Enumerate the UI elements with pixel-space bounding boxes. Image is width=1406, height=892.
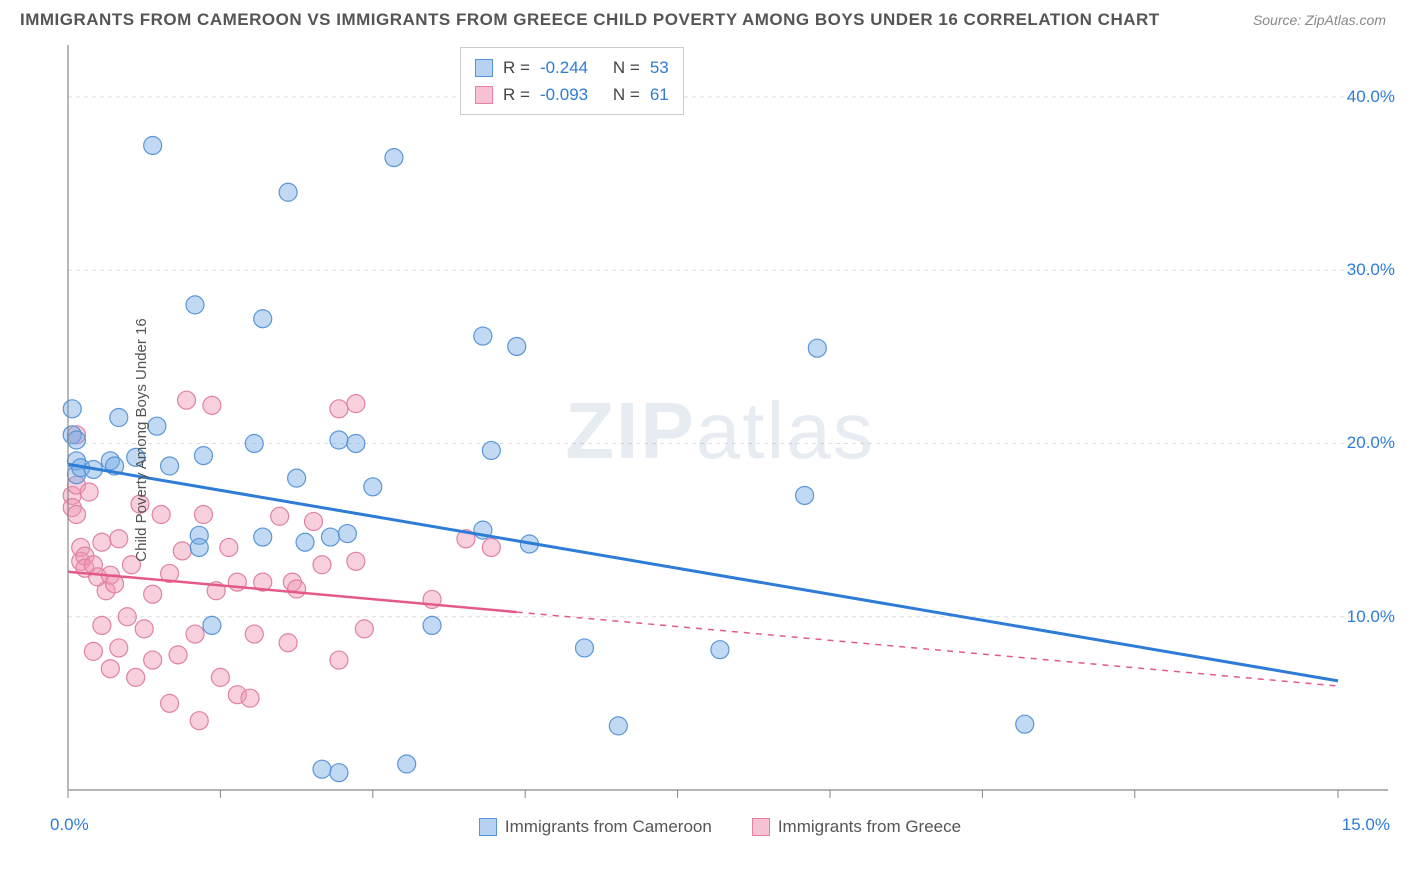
y-tick-label: 10.0% xyxy=(1347,607,1395,627)
swatch-cameroon xyxy=(479,818,497,836)
legend-label: Immigrants from Greece xyxy=(778,817,961,837)
swatch-cameroon xyxy=(475,59,493,77)
legend-item-cameroon: Immigrants from Cameroon xyxy=(479,817,712,837)
r-label: R = xyxy=(503,81,530,108)
n-value: 53 xyxy=(650,54,669,81)
bottom-legend: Immigrants from Cameroon Immigrants from… xyxy=(50,817,1390,837)
n-label: N = xyxy=(613,81,640,108)
y-tick-label: 20.0% xyxy=(1347,433,1395,453)
y-axis-label: Child Poverty Among Boys Under 16 xyxy=(133,318,150,561)
scatter-chart xyxy=(50,45,1390,835)
y-tick-label: 40.0% xyxy=(1347,87,1395,107)
y-tick-label: 30.0% xyxy=(1347,260,1395,280)
chart-title: IMMIGRANTS FROM CAMEROON VS IMMIGRANTS F… xyxy=(20,10,1160,30)
legend-row-cameroon: R = -0.244 N = 53 xyxy=(475,54,669,81)
legend-label: Immigrants from Cameroon xyxy=(505,817,712,837)
legend-stats-box: R = -0.244 N = 53 R = -0.093 N = 61 xyxy=(460,47,684,115)
source-label: Source: xyxy=(1253,12,1305,28)
r-label: R = xyxy=(503,54,530,81)
swatch-greece xyxy=(752,818,770,836)
source-name: ZipAtlas.com xyxy=(1305,12,1386,28)
n-value: 61 xyxy=(650,81,669,108)
chart-container: Child Poverty Among Boys Under 16 ZIPatl… xyxy=(50,45,1390,835)
swatch-greece xyxy=(475,86,493,104)
legend-row-greece: R = -0.093 N = 61 xyxy=(475,81,669,108)
header: IMMIGRANTS FROM CAMEROON VS IMMIGRANTS F… xyxy=(0,0,1406,35)
r-value: -0.244 xyxy=(540,54,588,81)
source-attribution: Source: ZipAtlas.com xyxy=(1253,12,1386,28)
legend-item-greece: Immigrants from Greece xyxy=(752,817,961,837)
r-value: -0.093 xyxy=(540,81,588,108)
n-label: N = xyxy=(613,54,640,81)
